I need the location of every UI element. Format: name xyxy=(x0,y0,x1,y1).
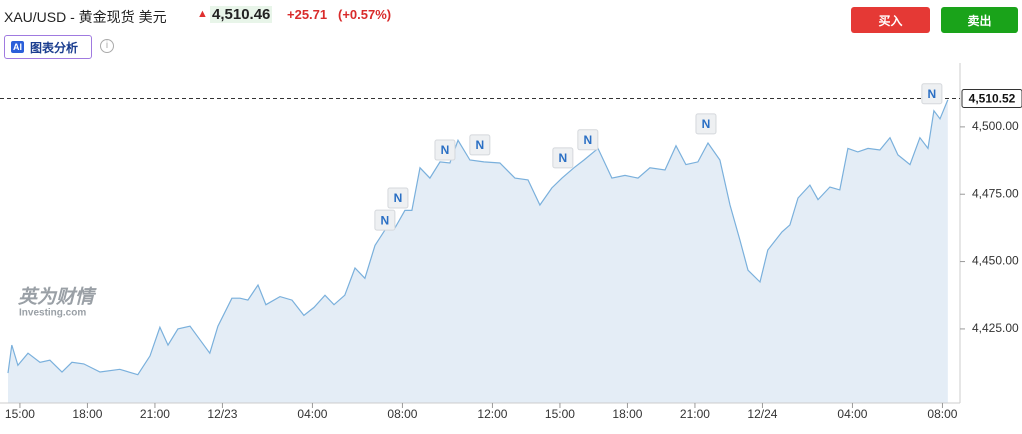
price-line xyxy=(7,99,949,376)
price: 4,510.46 xyxy=(210,6,273,23)
watermark-sub: Investing.com xyxy=(19,308,86,319)
y-tick-label: 4,500.00 xyxy=(972,119,1019,133)
news-marker xyxy=(469,134,491,156)
news-marker-label: N xyxy=(928,87,937,101)
analysis-button[interactable]: AI 图表分析 xyxy=(4,35,92,59)
x-tick-label: 08:00 xyxy=(927,407,957,421)
analysis-label: 图表分析 xyxy=(30,40,79,55)
header: XAU/USD - 黄金现货 美元 ▲ 4,510.46 +25.71 (+0.… xyxy=(0,0,1022,64)
news-marker-label: N xyxy=(394,191,403,205)
ai-badge: AI xyxy=(11,41,24,53)
x-tick-label: 12/23 xyxy=(207,407,237,421)
news-marker xyxy=(921,83,943,105)
x-tick-label: 21:00 xyxy=(140,407,170,421)
news-marker-label: N xyxy=(476,138,485,152)
current-price-label: 4,510.52 xyxy=(969,92,1016,106)
x-tick-label: 15:00 xyxy=(5,407,35,421)
news-marker xyxy=(577,129,599,151)
area-fill xyxy=(8,99,948,404)
news-marker xyxy=(552,147,574,169)
news-marker xyxy=(695,113,717,135)
up-arrow: ▲ xyxy=(197,8,208,20)
news-marker-label: N xyxy=(559,151,568,165)
x-tick-label: 08:00 xyxy=(387,407,417,421)
current-price-box xyxy=(961,89,1022,109)
x-tick-label: 18:00 xyxy=(72,407,102,421)
info-icon[interactable]: i xyxy=(100,39,114,53)
sell-button[interactable]: 卖出 xyxy=(941,7,1018,33)
news-marker-label: N xyxy=(702,117,711,131)
news-marker xyxy=(387,187,409,209)
x-tick-label: 15:00 xyxy=(545,407,575,421)
news-marker xyxy=(374,209,396,231)
change-percent: (+0.57%) xyxy=(338,7,392,22)
y-tick-label: 4,425.00 xyxy=(972,321,1019,335)
news-marker xyxy=(434,139,456,161)
x-tick-label: 04:00 xyxy=(297,407,327,421)
change: +25.71 xyxy=(287,7,328,22)
watermark: 英为财情 xyxy=(18,286,97,308)
buy-button[interactable]: 买入 xyxy=(851,7,930,33)
news-marker-label: N xyxy=(584,133,593,147)
x-tick-label: 12/24 xyxy=(747,407,777,421)
news-marker-label: N xyxy=(441,143,450,157)
symbol: XAU/USD - 黄金现货 美元 xyxy=(4,9,167,25)
x-tick-label: 18:00 xyxy=(612,407,642,421)
x-tick-label: 12:00 xyxy=(477,407,507,421)
y-tick-label: 4,450.00 xyxy=(972,254,1019,268)
news-marker-label: N xyxy=(381,213,390,227)
y-tick-label: 4,475.00 xyxy=(972,186,1019,200)
x-tick-label: 04:00 xyxy=(837,407,867,421)
x-tick-label: 21:00 xyxy=(680,407,710,421)
